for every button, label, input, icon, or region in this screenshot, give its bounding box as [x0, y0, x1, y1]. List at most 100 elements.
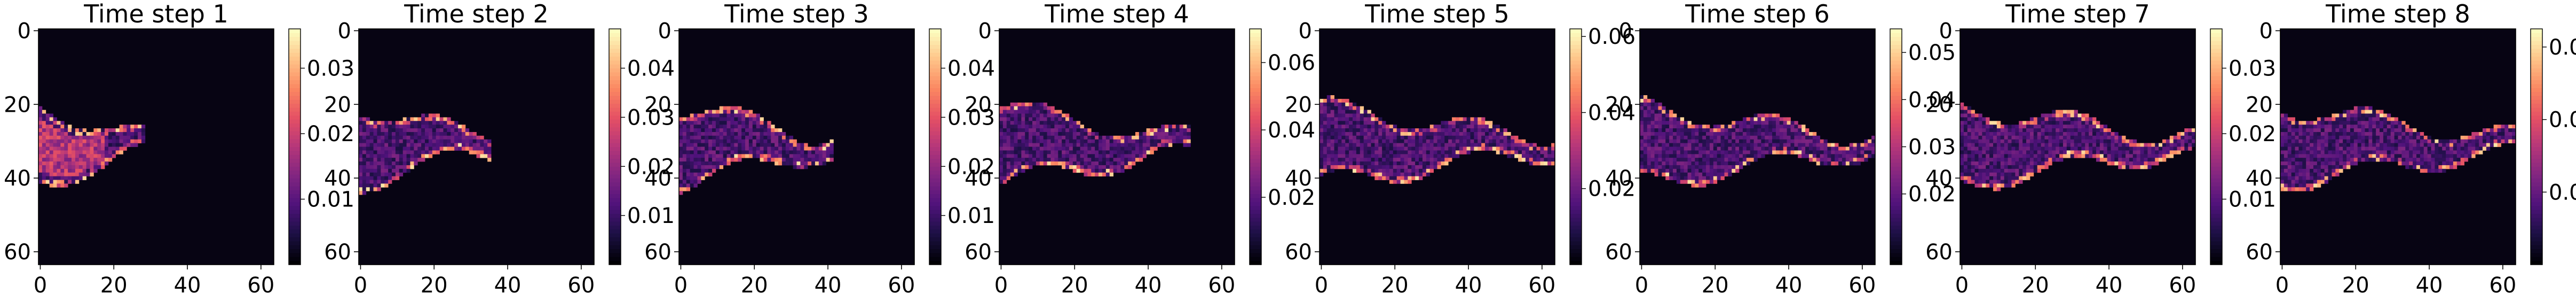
heatmap-cell [1477, 117, 1482, 121]
heatmap-cell [366, 161, 370, 166]
heatmap-cell [1069, 128, 1073, 133]
heatmap-cell [1455, 117, 1460, 121]
heatmap-cell [1338, 132, 1342, 136]
heatmap-cell [1323, 168, 1327, 173]
heatmap-cell [1971, 168, 1975, 173]
heatmap-cell [1330, 150, 1334, 155]
heatmap-cell [730, 139, 734, 144]
heatmap-cell [1069, 121, 1073, 125]
heatmap-cell [399, 150, 404, 155]
heatmap-cell [738, 143, 742, 147]
heatmap-cell [2015, 172, 2019, 177]
heatmap-cell [90, 158, 94, 162]
heatmap-cell [1426, 128, 1431, 133]
heatmap-cell [726, 106, 731, 110]
heatmap-cell [715, 139, 720, 144]
heatmap-cell [1382, 132, 1386, 136]
heatmap-cell [2132, 158, 2137, 162]
heatmap-cell [1087, 135, 1092, 140]
heatmap-cell [465, 128, 470, 133]
heatmap-cell [1043, 139, 1047, 144]
heatmap-cell [432, 139, 437, 144]
colorbar-swatch [2210, 41, 2222, 45]
heatmap-cell [734, 132, 738, 136]
heatmap-cell [1982, 125, 1986, 129]
heatmap-cell [384, 161, 389, 166]
colorbar-tick-label: 0.04 [1908, 88, 1956, 112]
heatmap-cell [1765, 135, 1769, 140]
heatmap-cell [1415, 176, 1419, 180]
heatmap-cell [130, 132, 135, 136]
heatmap-cell [377, 161, 381, 166]
heatmap-cell [130, 128, 135, 133]
heatmap-cell [734, 139, 738, 144]
heatmap-cell [406, 165, 410, 169]
heatmap-cell [1437, 146, 1441, 151]
heatmap-cell [752, 128, 757, 133]
heatmap-cell [1349, 161, 1353, 166]
heatmap-cell [1695, 180, 1699, 184]
heatmap-cell [1084, 135, 1088, 140]
heatmap-cell [1662, 165, 1666, 169]
heatmap-cell [804, 150, 808, 155]
heatmap-cell [2173, 139, 2177, 144]
heatmap-cell [2026, 165, 2030, 169]
heatmap-cell [1367, 165, 1371, 169]
heatmap-cell [763, 154, 768, 158]
colorbar-swatch [1570, 217, 1582, 222]
heatmap-cell [1986, 121, 1990, 125]
heatmap-cell [1330, 121, 1334, 125]
heatmap-cell [701, 128, 705, 133]
heatmap-cell [417, 121, 422, 125]
heatmap-cell [804, 165, 808, 169]
heatmap-cell [1643, 143, 1648, 147]
heatmap-cell [1393, 146, 1397, 151]
heatmap-cell [373, 132, 377, 136]
heatmap-cell [1640, 132, 1644, 136]
heatmap-cell [1496, 125, 1500, 129]
heatmap-cell [1017, 110, 1022, 114]
heatmap-cell [1349, 113, 1353, 118]
heatmap-cell [1076, 150, 1080, 155]
heatmap-cell [1025, 161, 1029, 166]
colorbar-swatch [1250, 190, 1261, 195]
heatmap-cell [778, 158, 783, 162]
heatmap-cell [366, 143, 370, 147]
heatmap-cell [778, 150, 783, 155]
heatmap-cell [1396, 172, 1401, 177]
heatmap-cell [78, 132, 83, 136]
heatmap-cell [1353, 106, 1357, 110]
heatmap-cell [679, 180, 683, 184]
heatmap-cell [1974, 172, 1979, 177]
heatmap-cell [1345, 121, 1349, 125]
heatmap-cell [1367, 113, 1371, 118]
heatmap-cell [1676, 165, 1681, 169]
heatmap-cell [723, 154, 727, 158]
heatmap-cell [1091, 146, 1095, 151]
heatmap-cell [82, 150, 86, 155]
heatmap-cell [1356, 135, 1361, 140]
heatmap-cell [826, 143, 830, 147]
heatmap-cell [2077, 117, 2082, 121]
heatmap-cell [2365, 106, 2369, 110]
heatmap-cell [1775, 150, 1780, 155]
heatmap-cell [1411, 165, 1416, 169]
heatmap-cell [1695, 158, 1699, 162]
heatmap-cell [1175, 139, 1180, 144]
colorbar-swatch [289, 217, 301, 222]
heatmap-cell [1043, 143, 1047, 147]
colorbar-swatch [289, 44, 301, 49]
heatmap-cell [57, 135, 61, 140]
heatmap-cell [1735, 165, 1740, 169]
colorbar-swatch [2210, 143, 2222, 147]
heatmap-cell [1706, 161, 1710, 166]
heatmap-cell [1076, 121, 1080, 125]
heatmap-cell [1010, 106, 1014, 110]
colorbar-swatch [609, 127, 621, 132]
heatmap-cell [1091, 168, 1095, 173]
heatmap-cell [715, 150, 720, 155]
heatmap-cell [775, 143, 779, 147]
heatmap-cell [138, 132, 142, 136]
heatmap-cell [1036, 110, 1040, 114]
heatmap-cell [410, 117, 414, 121]
